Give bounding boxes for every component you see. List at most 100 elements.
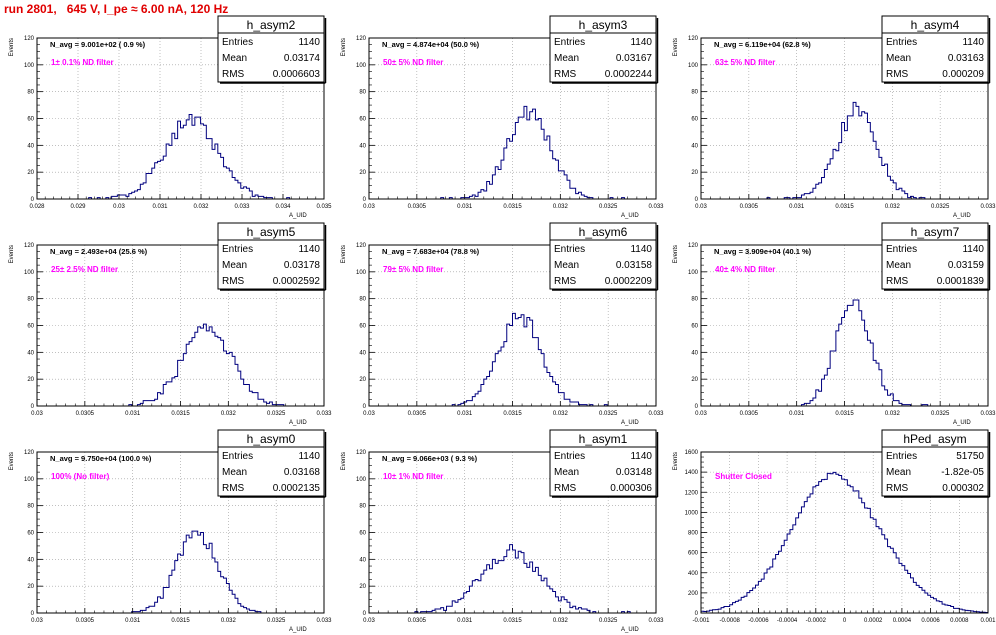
stats-value: 1140 [630, 244, 652, 255]
x-axis-label: A_UID [621, 627, 639, 633]
y-axis-label: Events [341, 452, 347, 470]
x-axis-label: A_UID [289, 627, 307, 633]
y-axis-label: Events [9, 38, 15, 56]
y-tick-label: 1600 [685, 450, 699, 456]
y-tick-label: 0 [31, 404, 35, 410]
x-tick-label: 0.033 [234, 204, 250, 210]
x-tick-label: 0.0325 [599, 618, 618, 624]
stats-value: 0.000209 [942, 69, 984, 80]
histogram-panel-h_asym7: 0.03 0.0305 0.031 0.0315 0.032 0.0325 0.033 0 20… [664, 221, 996, 428]
x-tick-label: -0.0002 [806, 618, 827, 624]
stats-value: 1140 [298, 37, 320, 48]
x-tick-label: 0.033 [648, 411, 664, 417]
navg-header: N_avg = 7.683e+04 (78.8 %) [382, 247, 480, 256]
x-tick-label: 0.0325 [599, 411, 618, 417]
x-tick-label: 0.0315 [835, 204, 854, 210]
x-tick-label: 0.033 [648, 204, 664, 210]
y-tick-label: 80 [27, 90, 34, 96]
y-axis-label: Events [673, 245, 679, 263]
stats-title: hPed_asym [903, 432, 966, 446]
x-tick-label: 0.032 [221, 618, 237, 624]
x-tick-label: 0.0002 [864, 618, 883, 624]
x-tick-label: 0.0325 [599, 204, 618, 210]
stats-title: h_asym2 [247, 18, 296, 32]
y-tick-label: 40 [359, 557, 366, 563]
stats-value: 0.0002244 [605, 69, 653, 80]
histogram-panel-h_asym4: 0.03 0.0305 0.031 0.0315 0.032 0.0325 0.033 0 20… [664, 14, 996, 221]
stats-body-box [881, 32, 989, 83]
x-axis-label: A_UID [289, 213, 307, 219]
stats-box: h_asym6 Entries 1140 Mean 0.03158 RMS 0.000220… [549, 222, 659, 291]
y-tick-label: 60 [27, 324, 34, 330]
x-tick-label: 0.034 [275, 204, 291, 210]
y-tick-label: 60 [27, 531, 34, 537]
stats-label: Entries [554, 451, 585, 462]
x-tick-label: 0.001 [980, 618, 996, 624]
y-tick-label: 120 [356, 243, 367, 249]
x-tick-label: 0.0325 [267, 618, 286, 624]
y-tick-label: 40 [359, 143, 366, 149]
stats-box: hPed_asym Entries 51750 Mean -1.82e-05 RMS 0.0… [881, 429, 991, 498]
filter-annotation: 10± 1% ND filter [383, 472, 443, 481]
stats-label: Mean [554, 53, 579, 64]
histogram-panel-h_asym1: 0.03 0.0305 0.031 0.0315 0.032 0.0325 0.033 0 20… [332, 428, 664, 635]
navg-header: N_avg = 2.493e+04 (25.6 %) [50, 247, 148, 256]
x-tick-label: 0.032 [885, 204, 901, 210]
stats-title: h_asym1 [579, 432, 628, 446]
stats-value: 1140 [962, 37, 984, 48]
filter-annotation: Shutter Closed [715, 472, 772, 481]
y-tick-label: 1200 [685, 490, 699, 496]
stats-label: Entries [554, 244, 585, 255]
stats-label: Mean [886, 467, 911, 478]
y-tick-label: 100 [24, 270, 35, 276]
stats-box: h_asym4 Entries 1140 Mean 0.03163 RMS 0.000209 [881, 15, 991, 84]
y-tick-label: 20 [359, 170, 366, 176]
stats-body-box [549, 239, 657, 290]
x-tick-label: 0.032 [885, 411, 901, 417]
x-tick-label: 0.03 [363, 204, 375, 210]
y-tick-label: 100 [24, 477, 35, 483]
x-tick-label: 0.0325 [931, 204, 950, 210]
y-tick-label: 600 [688, 551, 699, 557]
histogram-panel-h_asym0: 0.03 0.0305 0.031 0.0315 0.032 0.0325 0.033 0 20… [0, 428, 332, 635]
histogram-panel-h_asym3: 0.03 0.0305 0.031 0.0315 0.032 0.0325 0.033 0 20… [332, 14, 664, 221]
stats-body-box [881, 239, 989, 290]
histogram-series [37, 113, 324, 200]
y-tick-label: 60 [359, 324, 366, 330]
navg-header: N_avg = 9.066e+03 ( 9.3 %) [382, 454, 478, 463]
y-tick-label: 20 [359, 584, 366, 590]
stats-label: RMS [222, 483, 245, 494]
stats-title: h_asym0 [247, 432, 296, 446]
x-tick-label: 0.0325 [267, 411, 286, 417]
stats-label: RMS [886, 69, 909, 80]
histogram-svg: 0.03 0.0305 0.031 0.0315 0.032 0.0325 0.033 0 20… [341, 15, 664, 219]
histogram-svg: 0.03 0.0305 0.031 0.0315 0.032 0.0325 0.033 0 20… [9, 222, 332, 426]
y-tick-label: 40 [27, 143, 34, 149]
stats-value: 0.03163 [948, 53, 985, 64]
x-axis-label: A_UID [621, 420, 639, 426]
x-tick-label: 0.033 [980, 204, 996, 210]
x-tick-label: 0.032 [553, 618, 569, 624]
y-axis-label: Events [341, 245, 347, 263]
x-tick-label: 0.0305 [408, 204, 427, 210]
y-tick-label: 100 [24, 63, 35, 69]
histogram-svg: -0.001 -0.0008 -0.0006 -0.0004 -0.0002 0 0.000… [673, 429, 996, 624]
x-tick-label: 0.0006 [921, 618, 940, 624]
stats-label: Mean [222, 260, 247, 271]
stats-body-box [217, 239, 325, 290]
stats-value: 0.03148 [616, 467, 653, 478]
stats-label: Entries [886, 451, 917, 462]
x-tick-label: 0.0305 [740, 204, 759, 210]
x-tick-label: 0.0315 [835, 411, 854, 417]
histogram-svg: 0.03 0.0305 0.031 0.0315 0.032 0.0325 0.033 0 20… [341, 222, 664, 426]
stats-value: 1140 [298, 451, 320, 462]
stats-title: h_asym6 [579, 225, 628, 239]
histogram-svg: 0.03 0.0305 0.031 0.0315 0.032 0.0325 0.033 0 20… [673, 222, 996, 426]
filter-annotation: 40± 4% ND filter [715, 265, 775, 274]
x-tick-label: -0.0004 [777, 618, 798, 624]
y-tick-label: 40 [27, 350, 34, 356]
y-tick-label: 100 [356, 63, 367, 69]
stats-value: 0.03167 [616, 53, 653, 64]
stats-value: 0.03158 [616, 260, 653, 271]
stats-label: Entries [886, 37, 917, 48]
